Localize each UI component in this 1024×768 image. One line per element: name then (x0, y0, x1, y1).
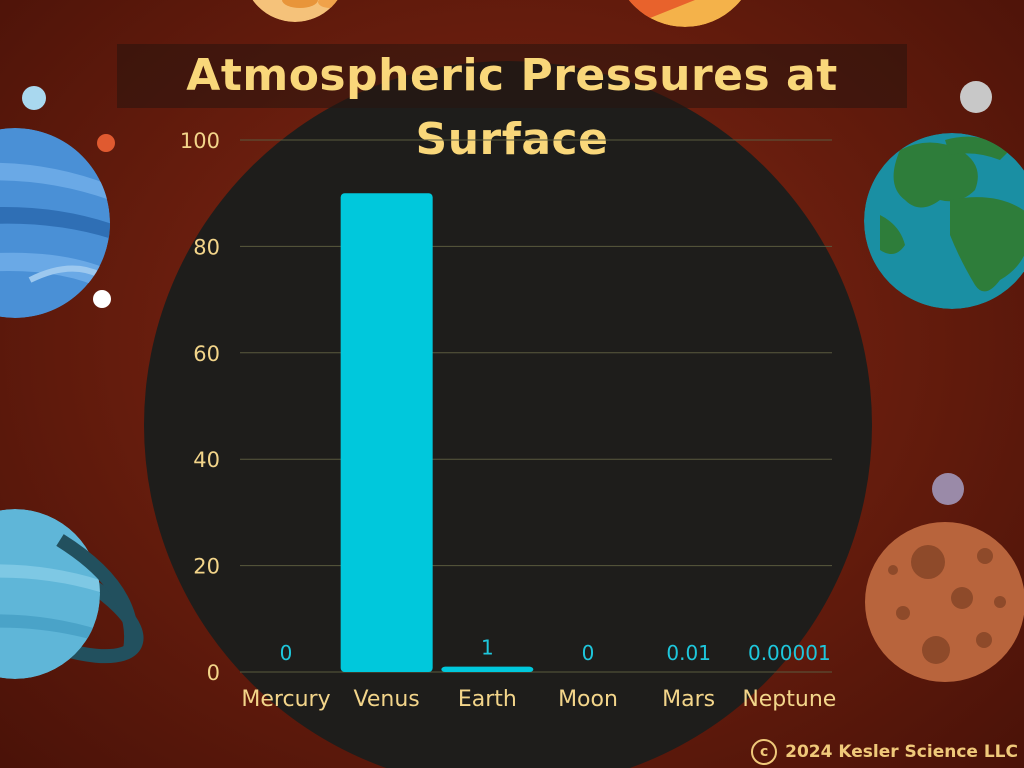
data-label: 0.00001 (748, 641, 831, 665)
data-label: 0 (582, 641, 595, 665)
bars (340, 193, 836, 672)
moon-dot-icon (960, 81, 992, 113)
copyright-text: 2024 Kesler Science LLC (785, 742, 1018, 762)
neptune-planet-icon (0, 128, 110, 318)
x-tick-label: Venus (354, 687, 420, 712)
gridlines (240, 139, 832, 673)
x-tick-label: Moon (558, 687, 618, 712)
chart-backdrop-circle (144, 61, 872, 768)
data-label: 0.01 (666, 641, 711, 665)
moon-dot-icon (932, 473, 964, 505)
y-tick-label: 100 (180, 129, 220, 153)
data-label: 1 (481, 636, 494, 660)
title-backdrop (117, 44, 907, 108)
bar-earth (441, 666, 534, 672)
chart-title: Atmospheric Pressures at Surface (186, 50, 838, 165)
bar-venus (340, 193, 433, 672)
copyright-notice: c 2024 Kesler Science LLC (751, 738, 1018, 766)
x-axis: Mercury Venus Earth Moon Mars Neptune (241, 687, 836, 712)
x-tick-label: Mars (662, 687, 715, 712)
data-labels: 0 1 0 0.01 0.00001 (280, 636, 831, 665)
moon-dot-icon (93, 290, 111, 308)
moon-dot-icon (97, 134, 115, 152)
y-axis: 0 20 40 60 80 100 (180, 129, 220, 685)
y-tick-label: 0 (207, 661, 220, 685)
copyright-icon: c (751, 739, 778, 765)
mars-planet-icon (865, 522, 1024, 682)
data-label: 0 (280, 641, 293, 665)
x-tick-label: Earth (458, 687, 517, 712)
y-tick-label: 80 (193, 235, 220, 259)
x-tick-label: Mercury (241, 687, 330, 712)
y-tick-label: 40 (193, 448, 220, 472)
x-tick-label: Neptune (742, 687, 836, 712)
y-tick-label: 20 (193, 555, 220, 579)
y-tick-label: 60 (193, 342, 220, 366)
moon-dot-icon (22, 86, 46, 110)
uranus-planet-icon (0, 509, 144, 679)
earth-planet-icon (864, 133, 1024, 309)
